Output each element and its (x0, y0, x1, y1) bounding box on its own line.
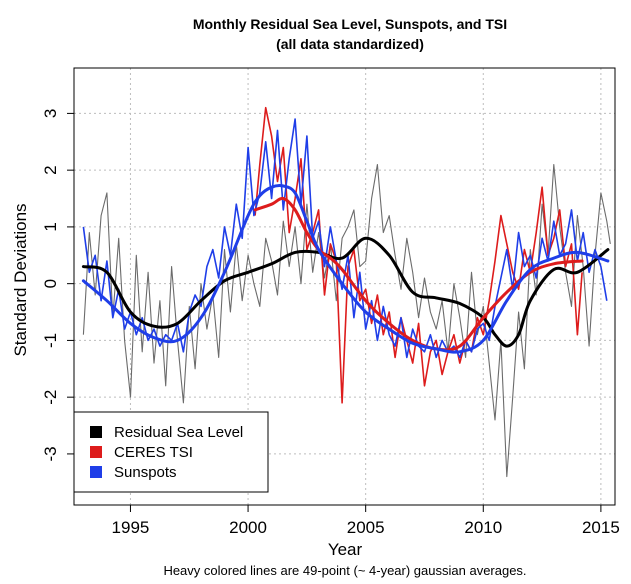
y-tick-label: 1 (41, 222, 60, 231)
y-tick-label: -1 (41, 333, 60, 348)
x-tick-label: 2010 (464, 518, 502, 537)
series-raw-residual-sea-level (82, 163, 611, 478)
footnote: Heavy colored lines are 49-point (~ 4-ye… (163, 563, 526, 578)
legend-label: Sunspots (114, 464, 177, 481)
y-tick-label: -3 (41, 446, 60, 461)
y-axis: -3 -2 -1 0 1 2 3 (41, 109, 74, 461)
y-tick-label: -2 (41, 390, 60, 405)
series-raw-ceres-tsi (254, 106, 583, 404)
x-axis: 1995 2000 2005 2010 2015 (112, 505, 620, 537)
y-tick-label: 0 (41, 279, 60, 288)
legend-swatch (90, 426, 102, 438)
chart-subtitle: (all data standardized) (276, 36, 424, 52)
legend-swatch (90, 466, 102, 478)
y-tick-label: 3 (41, 109, 60, 118)
legend-swatch (90, 446, 102, 458)
series-smooth-residual-sea-level (81, 236, 610, 348)
chart-title: Monthly Residual Sea Level, Sunspots, an… (193, 16, 507, 32)
legend-label: CERES TSI (114, 444, 193, 461)
x-axis-label: Year (328, 540, 363, 559)
x-tick-label: 1995 (112, 518, 150, 537)
x-tick-label: 2000 (229, 518, 267, 537)
y-tick-label: 2 (41, 165, 60, 174)
y-axis-label: Standard Deviations (11, 203, 30, 356)
legend: Residual Sea Level CERES TSI Sunspots (73, 411, 269, 493)
legend-label: Residual Sea Level (114, 424, 243, 441)
plot-frame (73, 67, 616, 506)
plot-series (81, 106, 611, 478)
x-tick-label: 2005 (347, 518, 385, 537)
x-tick-label: 2015 (582, 518, 620, 537)
series-smooth-ceres-tsi (253, 196, 584, 352)
series-smooth-sunspots (81, 184, 610, 354)
legend-box (73, 411, 269, 493)
